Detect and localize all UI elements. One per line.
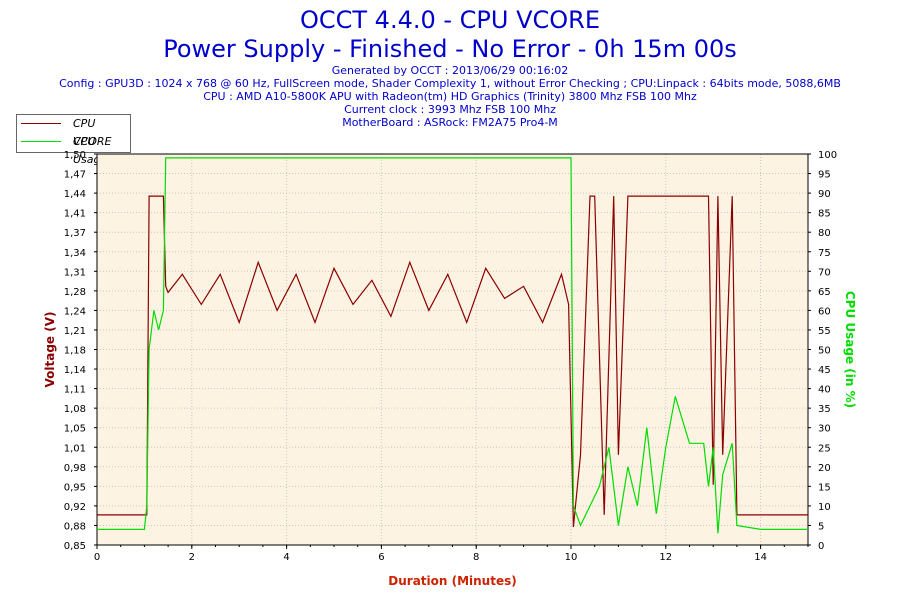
y-tick-label: 1,37 <box>64 228 86 239</box>
x-tick-label: 14 <box>754 552 767 563</box>
x-tick-label: 2 <box>189 552 195 563</box>
y-tick-label: 0,85 <box>64 541 86 552</box>
y2-tick-label: 60 <box>818 306 831 317</box>
y2-tick-label: 70 <box>818 267 831 278</box>
y-tick-label: 1,08 <box>64 404 86 415</box>
y-tick-label: 1,18 <box>64 346 86 357</box>
y2-tick-label: 80 <box>818 228 831 239</box>
y-tick-label: 0,98 <box>64 463 86 474</box>
y-tick-label: 1,01 <box>64 443 86 454</box>
series-line-vcore <box>97 195 808 528</box>
y2-tick-label: 90 <box>818 189 831 200</box>
chart-subtitle: Power Supply - Finished - No Error - 0h … <box>163 35 737 63</box>
y2-tick-label: 85 <box>818 209 831 220</box>
y-tick-label: 1,47 <box>64 170 86 181</box>
y-tick-label: 1,05 <box>64 424 86 435</box>
y2-tick-label: 0 <box>818 541 824 552</box>
y2-tick-label: 55 <box>818 326 831 337</box>
series-line-usage <box>97 157 808 534</box>
y-tick-label: 0,95 <box>64 482 86 493</box>
y-tick-label: 1,11 <box>64 385 86 396</box>
motherboard-info: MotherBoard : ASRock: FM2A75 Pro4-M <box>342 116 558 129</box>
chart-header: OCCT 4.4.0 - CPU VCORE Power Supply - Fi… <box>0 0 900 129</box>
y-tick-label: 1,14 <box>64 365 86 376</box>
cpu-info: CPU : AMD A10-5800K APU with Radeon(tm) … <box>203 90 697 103</box>
y-axis-label: Voltage (V) <box>43 312 57 388</box>
y2-tick-label: 20 <box>818 463 831 474</box>
clock-info: Current clock : 3993 Mhz FSB 100 Mhz <box>344 103 556 116</box>
y2-tick-label: 25 <box>818 443 831 454</box>
plot-area <box>97 154 808 545</box>
y2-tick-label: 95 <box>818 170 831 181</box>
y2-axis-label: CPU Usage (in %) <box>843 291 857 408</box>
y2-tick-label: 35 <box>818 404 831 415</box>
y2-tick-label: 50 <box>818 346 831 357</box>
y-tick-label: 0,88 <box>64 521 86 532</box>
plot-frame <box>96 153 809 546</box>
y-tick-label: 1,50 <box>64 150 86 161</box>
legend-item-vcore: CPU VCORE <box>17 115 130 148</box>
y-tick-label: 1,24 <box>64 306 86 317</box>
y-tick-label: 0,92 <box>64 502 86 513</box>
y2-tick-label: 40 <box>818 385 831 396</box>
x-tick-label: 10 <box>565 552 578 563</box>
y-tick-label: 1,21 <box>64 326 86 337</box>
y2-tick-label: 75 <box>818 248 831 259</box>
y-tick-label: 1,34 <box>64 248 86 259</box>
y-tick-label: 1,31 <box>64 267 86 278</box>
y2-tick-label: 100 <box>818 150 837 161</box>
chart-title: OCCT 4.4.0 - CPU VCORE <box>299 6 600 34</box>
x-tick-label: 8 <box>473 552 479 563</box>
legend-label-vcore: CPU VCORE <box>73 117 112 148</box>
generated-info: Generated by OCCT : 2013/06/29 00:16:02 <box>331 64 569 77</box>
y2-tick-label: 5 <box>818 521 824 532</box>
y-tick-label: 1,41 <box>64 209 86 220</box>
x-tick-label: 12 <box>659 552 672 563</box>
x-tick-label: 4 <box>283 552 289 563</box>
y2-tick-label: 10 <box>818 502 831 513</box>
y-tick-label: 1,28 <box>64 287 86 298</box>
chart-legend: CPU VCORE CPU Usage <box>16 114 131 166</box>
legend-swatch-vcore <box>21 123 61 124</box>
x-tick-label: 0 <box>94 552 100 563</box>
y2-tick-label: 15 <box>818 482 831 493</box>
x-tick-label: 6 <box>378 552 384 563</box>
legend-swatch-usage <box>21 141 61 142</box>
y2-tick-label: 65 <box>818 287 831 298</box>
y-tick-label: 1,44 <box>64 189 86 200</box>
y2-tick-label: 30 <box>818 424 831 435</box>
config-info: Config : GPU3D : 1024 x 768 @ 60 Hz, Ful… <box>59 77 841 90</box>
x-axis-label: Duration (Minutes) <box>388 574 516 588</box>
y2-tick-label: 45 <box>818 365 831 376</box>
